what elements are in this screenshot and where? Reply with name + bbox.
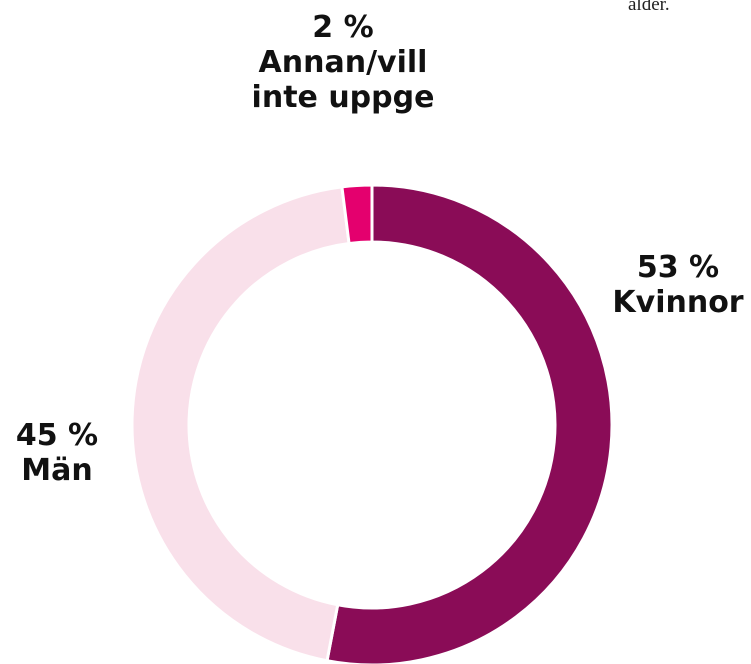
note-text: ålder. [628, 0, 670, 15]
donut-segment [130, 185, 351, 663]
value-label: 53 % [636, 250, 720, 285]
segment-label: 45 % Män [0, 418, 167, 488]
segment-label: 2 % Annan/vill inte uppge [233, 10, 453, 115]
category-label: Män [21, 453, 93, 488]
value-label: 45 % [15, 418, 99, 453]
category-label: Kvinnor [612, 285, 744, 320]
category-label: Annan/vill inte uppge [251, 45, 435, 115]
donut-segment [340, 183, 374, 246]
value-label: 2 % [312, 10, 374, 45]
segment-label: 53 % Kvinnor [568, 250, 751, 320]
